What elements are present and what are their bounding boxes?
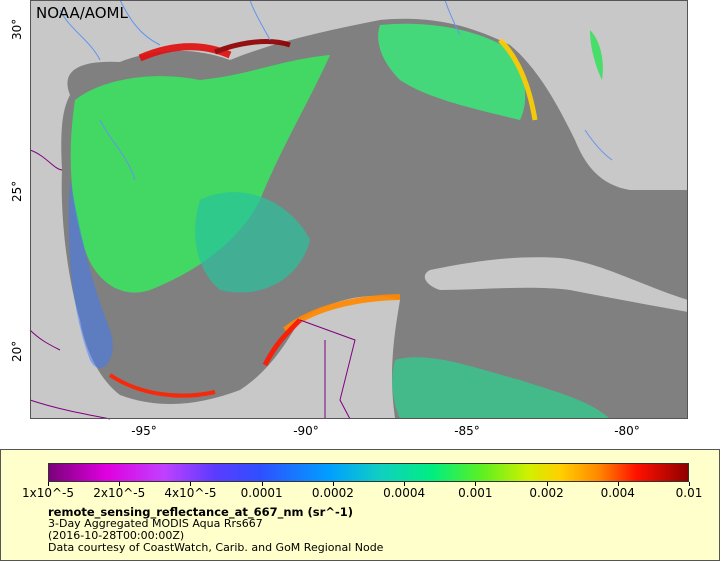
coast-yucatan-red (262, 318, 302, 367)
colorbar-tick-label: 0.01 (675, 486, 703, 500)
colorbar-tick-label: 0.0004 (383, 486, 426, 500)
country-borders (29, 149, 356, 420)
colorbar-tick-mark (261, 482, 263, 486)
y-tick-30n: 30° (10, 18, 24, 40)
colorbar-tick-label: 1x10^-5 (21, 486, 75, 500)
swath-northeast-green (378, 23, 526, 120)
colorbar-tick-label: 4x10^-5 (164, 486, 217, 500)
colorbar-tick-label: 0.002 (529, 486, 564, 500)
coast-mexico-red (108, 373, 216, 398)
colorbar-tick-mark (546, 482, 548, 486)
colorbar-tick-label: 2x10^-5 (93, 486, 146, 500)
map-canvas (29, 0, 689, 420)
colorbar-tick-label: 0.0001 (240, 486, 283, 500)
y-tick-20n: 20° (10, 340, 24, 362)
agency-credit: NOAA/AOML (36, 4, 128, 22)
colorbar-tick-label: 0.001 (458, 486, 493, 500)
florida-land (520, 0, 666, 188)
swath-central (195, 192, 310, 293)
x-tick-90w: -90° (293, 424, 319, 438)
swath-southeast-green (392, 357, 610, 419)
y-tick-25n: 25° (10, 180, 24, 202)
swath-west-green (70, 55, 331, 293)
colorbar-tick-mark (404, 482, 406, 486)
colorbar-tick-mark (689, 482, 690, 486)
legend-panel: 1x10^-5 2x10^-5 4x10^-5 0.0001 0.0002 0.0004 0… (0, 449, 720, 561)
colorbar-tick-label: 0.0002 (311, 486, 354, 500)
swath-west-blue (68, 180, 113, 369)
colorbar-tick-mark (119, 482, 121, 486)
colorbar-tick-mark (190, 482, 192, 486)
colorbar-tick-mark (617, 482, 619, 486)
legend-credit: Data courtesy of CoastWatch, Carib. and … (48, 541, 384, 554)
x-tick-95w: -95° (131, 424, 157, 438)
legend-subtitle: 3-Day Aggregated MODIS Aqua Rrs667 (48, 517, 263, 530)
x-tick-85w: -85° (454, 424, 480, 438)
colorbar-tick-label: 0.004 (600, 486, 635, 500)
colorbar-tick-mark (475, 482, 477, 486)
rivers (59, 0, 613, 181)
legend-date: (2016-10-28T00:00:00Z) (48, 529, 185, 542)
cuba-land (424, 257, 688, 312)
swath-florida-east (590, 30, 603, 80)
coast-florida-yellow (498, 38, 538, 121)
coast-north-darkred (214, 38, 291, 55)
colorbar-tick-mark (48, 482, 49, 486)
reflectance-swaths (68, 23, 610, 419)
colorbar (48, 463, 689, 482)
x-tick-80w: -80° (614, 424, 640, 438)
legend-title: remote_sensing_reflectance_at_667_nm (sr… (48, 505, 353, 519)
map-panel: NOAA/AOML -95° -90° -85° -80° 30° 25° 20… (10, 0, 689, 438)
colorbar-tick-mark (332, 482, 334, 486)
